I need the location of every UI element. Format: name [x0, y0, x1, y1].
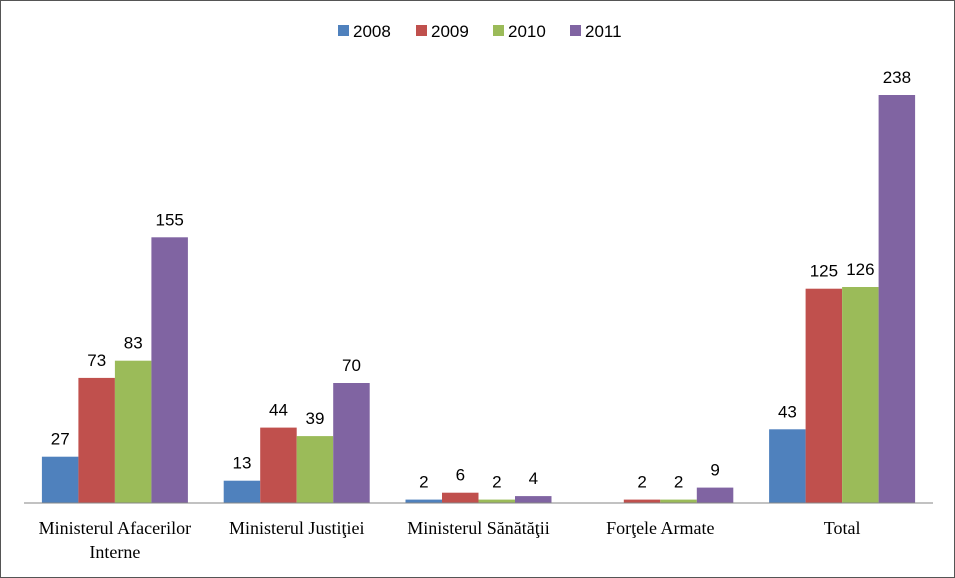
legend-swatch-2008 — [338, 25, 349, 36]
value-label-2009-cat-2: 6 — [456, 466, 465, 485]
category-label-4-line-0: Total — [824, 518, 861, 538]
bar-2009-cat-2 — [442, 492, 479, 503]
value-label-2009-cat-4: 125 — [810, 262, 838, 281]
value-label-2010-cat-2: 2 — [492, 473, 501, 492]
category-label-3-line-0: Forţele Armate — [606, 518, 714, 538]
bar-2009-cat-3 — [623, 499, 661, 503]
category-label-0-line-0: Ministerul Afacerilor — [39, 518, 191, 538]
value-label-2008-cat-2: 2 — [419, 473, 428, 492]
bar-2008-cat-1 — [223, 480, 261, 503]
bar-2008-cat-0 — [41, 456, 79, 503]
value-label-2010-cat-4: 126 — [846, 260, 874, 279]
bar-2011-cat-1 — [333, 383, 370, 503]
bars-group — [41, 95, 916, 504]
value-label-2011-cat-2: 4 — [529, 469, 538, 488]
category-label-0-line-1: Interne — [89, 542, 140, 562]
value-label-2011-cat-3: 9 — [710, 461, 719, 480]
value-label-2008-cat-4: 43 — [778, 402, 797, 421]
bar-2011-cat-3 — [696, 487, 734, 503]
category-label-1-line-0: Ministerul Justiţiei — [229, 518, 365, 538]
bar-2010-cat-4 — [842, 287, 879, 503]
bar-2009-cat-0 — [78, 377, 115, 503]
value-label-2008-cat-0: 27 — [51, 430, 70, 449]
bar-2011-cat-0 — [151, 237, 188, 504]
value-label-2010-cat-3: 2 — [674, 473, 683, 492]
category-labels-group: Ministerul Afacerilor Interne Ministerul J… — [39, 518, 861, 562]
bar-2010-cat-1 — [296, 436, 334, 503]
value-label-2009-cat-0: 73 — [87, 351, 106, 370]
value-label-2009-cat-3: 2 — [637, 473, 646, 492]
bar-2008-cat-2 — [405, 499, 442, 503]
legend-label-2010: 2010 — [508, 22, 546, 41]
legend-swatch-2011 — [570, 25, 581, 36]
legend-swatch-2009 — [416, 25, 427, 36]
legend-swatch-2010 — [493, 25, 504, 36]
value-label-2010-cat-1: 39 — [306, 409, 325, 428]
value-label-2011-cat-4: 238 — [883, 68, 911, 87]
bar-2010-cat-0 — [114, 360, 152, 503]
bar-2009-cat-4 — [805, 288, 843, 503]
category-label-2-line-0: Ministerul Sănătăţii — [407, 518, 549, 538]
value-label-2009-cat-1: 44 — [269, 401, 288, 420]
bar-2009-cat-1 — [260, 427, 297, 503]
value-label-2008-cat-1: 13 — [233, 454, 252, 473]
bar-2011-cat-2 — [515, 496, 552, 503]
bar-2011-cat-4 — [878, 95, 916, 503]
value-labels-group: 27 73 83 155 13 44 39 70 2 6 2 4 2 2 9 43 125 126 238 — [51, 68, 911, 492]
bar-2010-cat-2 — [478, 499, 515, 503]
value-label-2010-cat-0: 83 — [124, 334, 143, 353]
legend-label-2009: 2009 — [431, 22, 469, 41]
value-label-2011-cat-1: 70 — [342, 356, 361, 375]
legend-label-2008: 2008 — [353, 22, 391, 41]
bar-2010-cat-3 — [660, 499, 697, 503]
legend-label-2011: 2011 — [585, 22, 622, 41]
bar-2008-cat-4 — [769, 429, 806, 503]
legend: 2008 2009 2010 2011 — [338, 22, 622, 41]
value-label-2011-cat-0: 155 — [156, 210, 184, 229]
